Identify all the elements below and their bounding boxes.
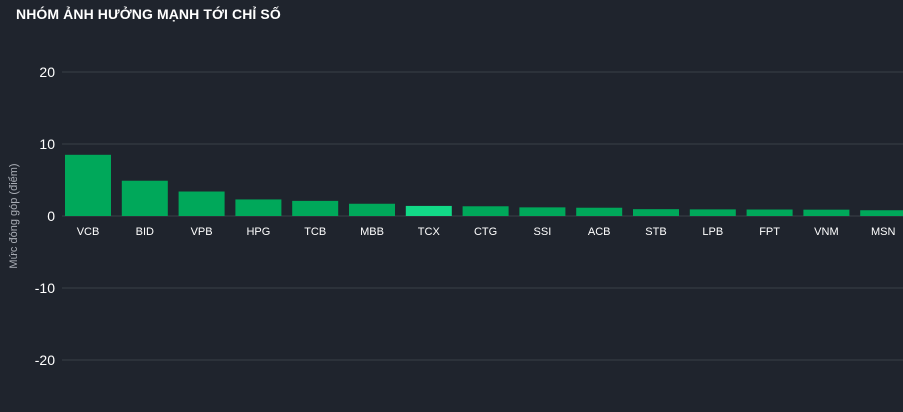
x-tick-label: SSI (534, 226, 552, 238)
x-tick-label: LPB (702, 226, 723, 238)
bar-acb[interactable] (576, 207, 623, 216)
x-tick-label: HPG (246, 226, 270, 238)
y-axis-label: Mức đóng góp (điểm) (8, 163, 20, 268)
bar-tcb[interactable] (292, 200, 339, 216)
x-tick-label: MBB (360, 226, 384, 238)
bar-tcx[interactable] (405, 205, 452, 216)
bar-hpg[interactable] (235, 199, 282, 216)
x-tick-label: MSN (871, 226, 896, 238)
x-tick-label: TCX (418, 226, 441, 238)
chart-title: NHÓM ẢNH HƯỞNG MẠNH TỚI CHỈ SỐ (16, 6, 281, 22)
x-tick-label: ACB (588, 226, 611, 238)
bar-msn[interactable] (860, 210, 903, 216)
bar-mbb[interactable] (349, 203, 395, 216)
bar-bid[interactable] (121, 180, 168, 216)
y-tick-label: 0 (47, 208, 55, 224)
y-tick-label: 20 (39, 64, 55, 80)
bar-stb[interactable] (633, 209, 679, 216)
bar-lpb[interactable] (689, 209, 736, 216)
bar-ssi[interactable] (519, 207, 566, 216)
y-tick-label: -20 (35, 352, 55, 368)
y-tick-label: -10 (35, 280, 55, 296)
y-tick-label: 10 (39, 136, 55, 152)
bar-vcb[interactable] (65, 154, 111, 216)
x-tick-label: STB (645, 226, 666, 238)
x-tick-label: BID (136, 226, 154, 238)
bar-ctg[interactable] (462, 206, 509, 216)
bar-vpb[interactable] (178, 191, 225, 216)
x-tick-label: VNM (814, 226, 838, 238)
x-tick-label: CTG (474, 226, 497, 238)
x-tick-label: VPB (191, 226, 213, 238)
x-tick-label: VCB (77, 226, 100, 238)
bar-fpt[interactable] (746, 209, 793, 216)
x-tick-label: FPT (759, 226, 780, 238)
bar-vnm[interactable] (803, 209, 850, 216)
x-tick-label: TCB (304, 226, 326, 238)
